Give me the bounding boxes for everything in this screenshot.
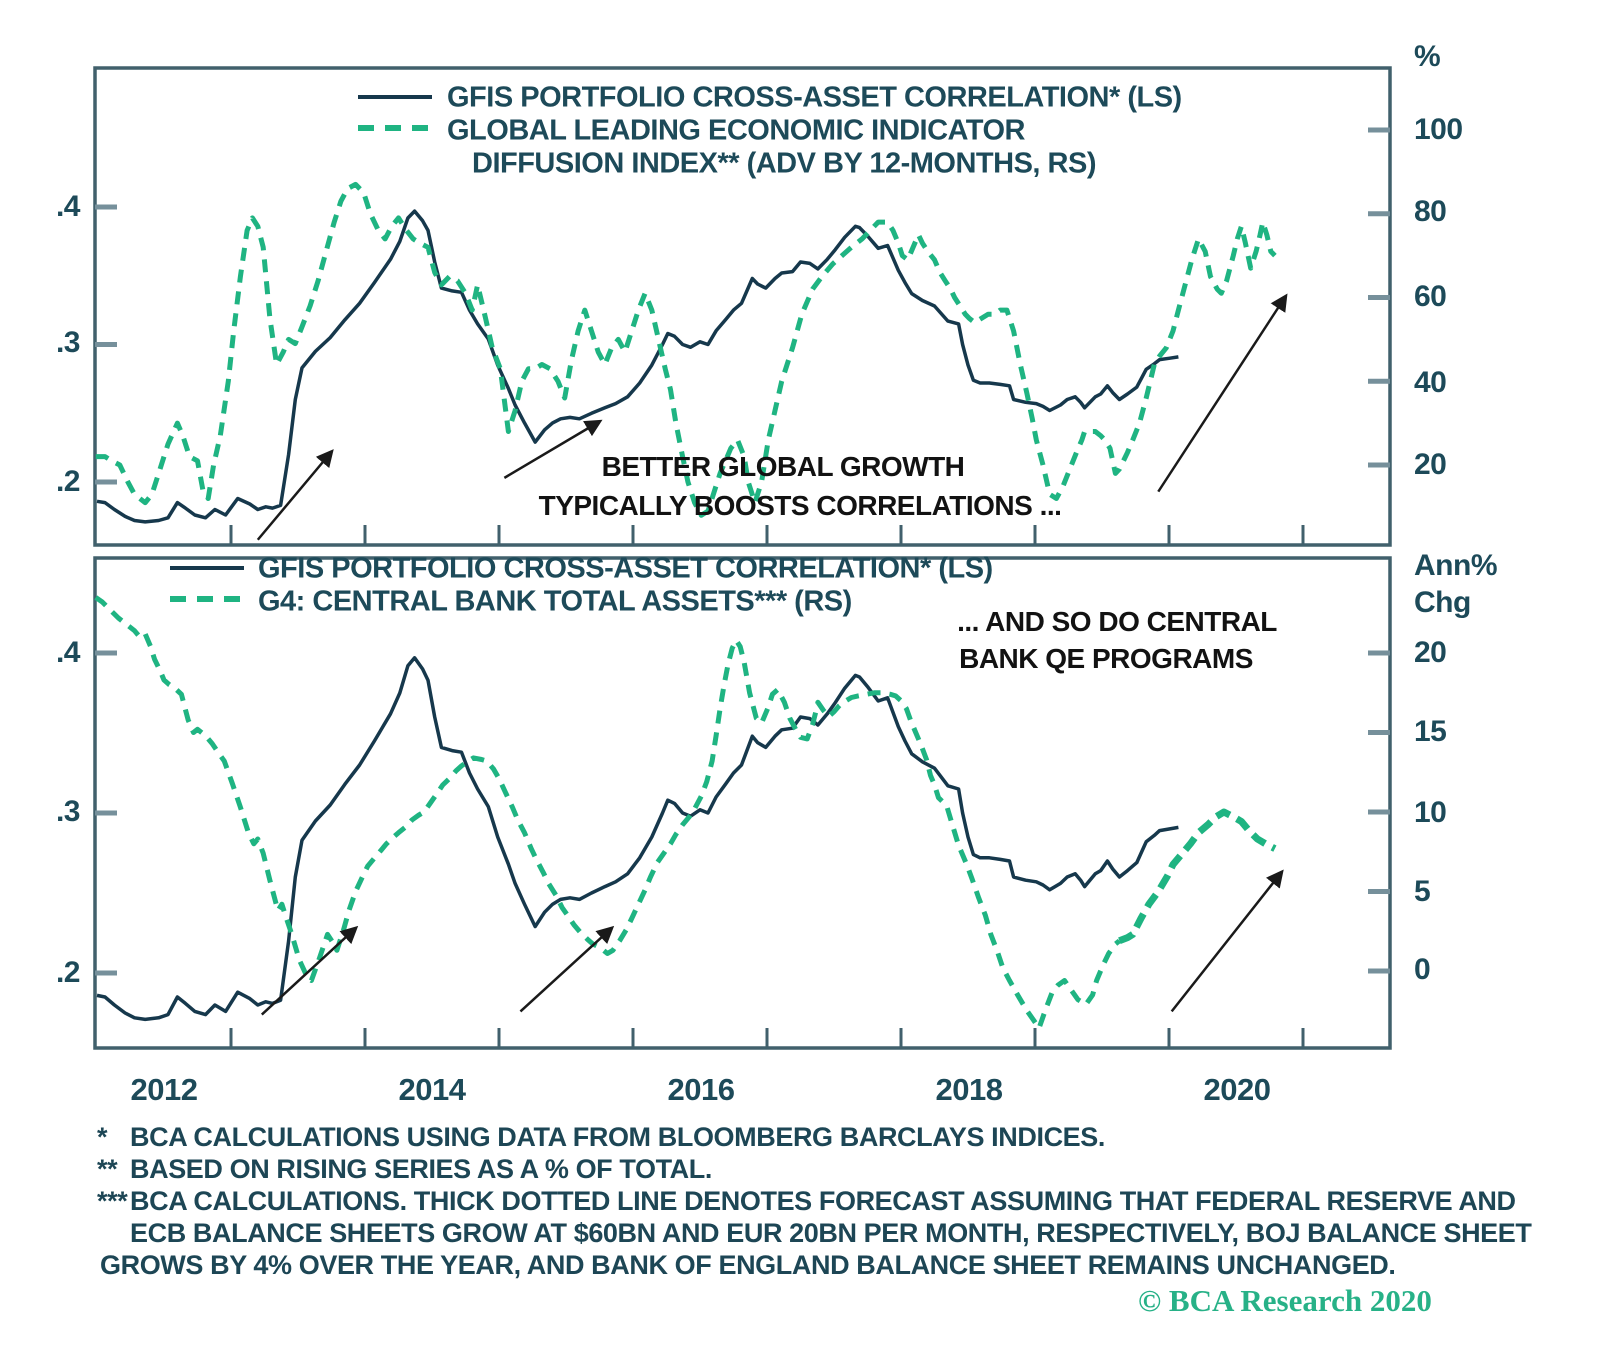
top-left-tick-label: .2 bbox=[55, 465, 81, 498]
top-right-tick-label: 100 bbox=[1414, 113, 1463, 146]
legend-swatch-dashed bbox=[170, 596, 248, 602]
bottom-series-forecast-dashed-line bbox=[1118, 808, 1277, 945]
top-series-indicator-dashed-line bbox=[95, 181, 1277, 518]
bottom-right-tick-label: 0 bbox=[1414, 953, 1431, 986]
legend-label: DIFFUSION INDEX** (ADV BY 12-MONTHS, RS) bbox=[472, 147, 1096, 180]
legend-swatch-dashed bbox=[358, 125, 436, 131]
top-left-tick-label: .3 bbox=[55, 326, 81, 359]
top-right-axis-unit: % bbox=[1414, 40, 1441, 73]
bottom-right-tick-label: 5 bbox=[1414, 875, 1431, 908]
top-series-correlation-line bbox=[96, 209, 1179, 524]
bottom-right-axis-unit-line2: Chg bbox=[1414, 586, 1471, 619]
footnote-line: ECB BALANCE SHEETS GROW AT $60BN AND EUR… bbox=[130, 1218, 1532, 1249]
footnote-line: * BCA CALCULATIONS USING DATA FROM BLOOMB… bbox=[97, 1122, 1105, 1153]
legend-label: GFIS PORTFOLIO CROSS-ASSET CORRELATION* … bbox=[258, 552, 993, 585]
footnote-text: GROWS BY 4% OVER THE YEAR, AND BANK OF E… bbox=[100, 1250, 1396, 1280]
x-tick-label: 2016 bbox=[667, 1072, 735, 1107]
bottom-series-correlation-line bbox=[96, 656, 1179, 1022]
bottom-right-tick-label: 10 bbox=[1414, 796, 1447, 829]
rising-trend-arrow bbox=[256, 449, 334, 541]
bottom-left-tick-label: .2 bbox=[55, 956, 81, 989]
legend-swatch-solid bbox=[170, 566, 244, 570]
annotation-better-growth-line2: TYPICALLY BOOSTS CORRELATIONS ... bbox=[538, 490, 1062, 521]
footnote-marker: *** bbox=[97, 1186, 128, 1216]
rising-trend-arrow bbox=[519, 925, 615, 1013]
bottom-right-tick-label: 15 bbox=[1414, 715, 1447, 748]
annotation-better-growth-line1: BETTER GLOBAL GROWTH bbox=[601, 451, 965, 482]
footnote-line: ***BCA CALCULATIONS. THICK DOTTED LINE D… bbox=[97, 1186, 1516, 1217]
rising-trend-arrow bbox=[1170, 869, 1284, 1013]
x-tick-label: 2014 bbox=[398, 1072, 466, 1107]
legend-label: GFIS PORTFOLIO CROSS-ASSET CORRELATION* … bbox=[447, 81, 1182, 114]
annotation-qe-line1: ... AND SO DO CENTRAL bbox=[957, 606, 1277, 637]
bottom-left-tick-label: .3 bbox=[55, 795, 81, 828]
copyright-notice: © BCA Research 2020 bbox=[1138, 1283, 1432, 1318]
bottom-right-tick-label: 20 bbox=[1414, 636, 1447, 669]
bottom-series-indicator-dashed-line bbox=[94, 595, 1121, 1031]
x-tick-label: 2012 bbox=[130, 1072, 198, 1107]
bottom-right-axis-unit-line1: Ann% bbox=[1414, 549, 1498, 582]
top-right-tick-label: 20 bbox=[1414, 448, 1447, 481]
footnote-text: BASED ON RISING SERIES AS A % OF TOTAL. bbox=[130, 1154, 712, 1184]
footnote-marker: * bbox=[97, 1122, 108, 1152]
rising-trend-arrow bbox=[503, 419, 603, 479]
top-panel-border bbox=[93, 66, 1392, 547]
top-right-tick-label: 60 bbox=[1414, 280, 1447, 313]
legend-swatch-solid bbox=[358, 95, 432, 99]
rising-trend-arrow bbox=[260, 925, 359, 1016]
rising-trend-arrow bbox=[1157, 293, 1288, 493]
x-tick-label: 2018 bbox=[935, 1072, 1003, 1107]
legend-label: GLOBAL LEADING ECONOMIC INDICATOR bbox=[447, 114, 1026, 147]
annotation-qe-line2: BANK QE PROGRAMS bbox=[959, 643, 1253, 674]
footnote-text: BCA CALCULATIONS USING DATA FROM BLOOMBE… bbox=[130, 1122, 1105, 1152]
top-right-tick-label: 80 bbox=[1414, 195, 1447, 228]
footnote-text: ECB BALANCE SHEETS GROW AT $60BN AND EUR… bbox=[130, 1218, 1532, 1248]
footnote-marker: ** bbox=[97, 1154, 118, 1184]
footnote-text: BCA CALCULATIONS. THICK DOTTED LINE DENO… bbox=[130, 1186, 1516, 1216]
legend-label: G4: CENTRAL BANK TOTAL ASSETS*** (RS) bbox=[258, 585, 852, 618]
top-left-tick-label: .4 bbox=[55, 190, 81, 223]
bottom-left-tick-label: .4 bbox=[55, 636, 81, 669]
footnote-line: ** BASED ON RISING SERIES AS A % OF TOTAL… bbox=[97, 1154, 712, 1185]
x-tick-label: 2020 bbox=[1203, 1072, 1271, 1107]
footnote-line: GROWS BY 4% OVER THE YEAR, AND BANK OF E… bbox=[100, 1250, 1396, 1281]
top-right-tick-label: 40 bbox=[1414, 366, 1447, 399]
bottom-panel-border bbox=[93, 556, 1392, 1050]
